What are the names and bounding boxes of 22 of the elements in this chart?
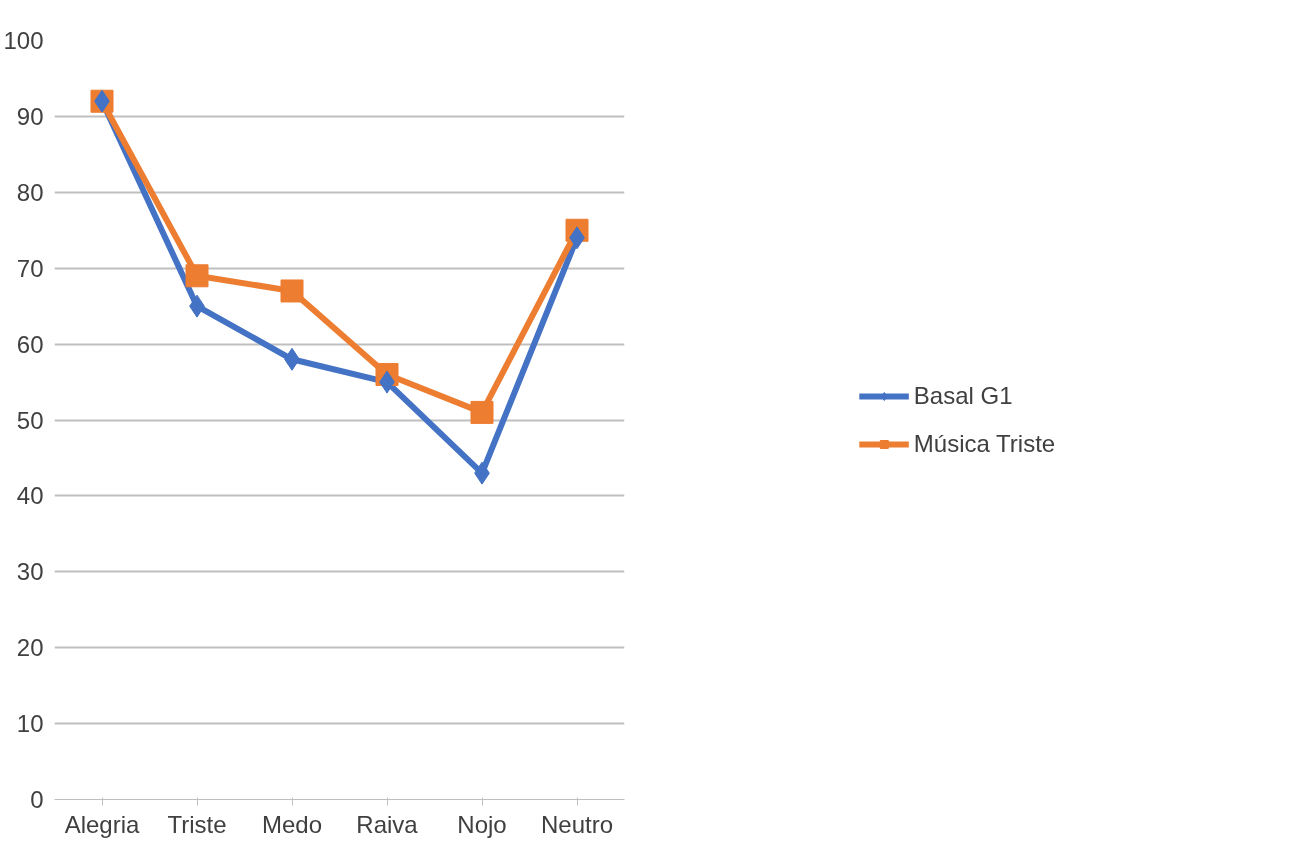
y-tick-label: 40 — [16, 482, 44, 510]
y-tick-label: 20 — [16, 634, 44, 662]
point — [185, 264, 209, 288]
y-tick-label: 50 — [16, 406, 44, 434]
point — [280, 279, 304, 303]
point — [470, 400, 494, 424]
legend-label: Basal G1 — [913, 381, 1013, 410]
x-tick-label: Neutro — [540, 810, 614, 838]
y-tick-label: 10 — [16, 710, 44, 738]
y-tick-label: 0 — [30, 786, 44, 813]
x-tick-label: Triste — [167, 810, 227, 838]
x-tick-label: Raiva — [356, 810, 419, 838]
y-tick-label: 80 — [16, 178, 44, 206]
y-tick-label: 70 — [16, 254, 44, 282]
y-tick-label: 60 — [16, 330, 44, 358]
y-tick-label: 30 — [16, 558, 44, 586]
x-tick-label: Nojo — [457, 810, 507, 838]
y-tick-label: 90 — [16, 102, 44, 130]
x-tick-label: Medo — [261, 810, 323, 838]
legend-label: Música Triste — [913, 429, 1056, 458]
x-tick-label: Alegria — [64, 810, 141, 838]
y-tick-label: 100 — [3, 27, 44, 54]
